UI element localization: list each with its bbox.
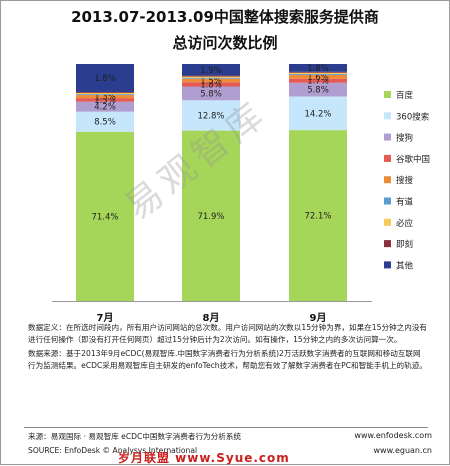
legend-label: 谷歌中国 bbox=[396, 154, 430, 165]
bar-segment-9-1 bbox=[76, 64, 134, 92]
stacked-bar-chart: 71.4%8.5%4.2%1.5%1.3%1.8%7月71.9%12.8%5.8… bbox=[52, 64, 430, 324]
chart-subtitle: 总访问次数比例 bbox=[172, 34, 278, 52]
bar-segment-1-1 bbox=[76, 131, 134, 301]
bar-segment-4-1 bbox=[76, 98, 134, 102]
data-label: 1.7% bbox=[307, 77, 329, 87]
data-label: 14.2% bbox=[304, 109, 331, 119]
data-label: 8.5% bbox=[94, 118, 116, 128]
data-label: 1.9% bbox=[200, 66, 222, 76]
data-label: 1.8% bbox=[200, 80, 222, 90]
data-label: 5.8% bbox=[200, 89, 222, 99]
data-label: 72.1% bbox=[304, 212, 331, 222]
data-label: 71.9% bbox=[197, 212, 224, 222]
data-label: 1.5% bbox=[200, 76, 222, 86]
x-tick-label: 8月 bbox=[203, 312, 220, 324]
bar-segment-3-1 bbox=[76, 101, 134, 112]
data-label: 4.2% bbox=[94, 103, 116, 113]
notes: 数据定义：在所选时间段内，所有用户访问网站的总次数。用户访问网站的次数以15分钟… bbox=[28, 322, 428, 374]
bar-segment-5-2 bbox=[182, 78, 240, 83]
bar-segment-1-3 bbox=[289, 130, 347, 301]
chart-title: 2013.07-2013.09中国整体搜索服务提供商 bbox=[71, 8, 379, 26]
bar-segment-6-1 bbox=[76, 94, 134, 96]
bar-segment-6-2 bbox=[182, 77, 240, 79]
bar-segment-5-1 bbox=[76, 95, 134, 99]
data-label: 1.8% bbox=[307, 64, 329, 74]
bar-segment-7-3 bbox=[289, 72, 347, 74]
bar-segment-3-3 bbox=[289, 82, 347, 97]
bar-segment-4-2 bbox=[182, 82, 240, 87]
legend-label: 搜狗 bbox=[396, 133, 413, 144]
legend-swatch bbox=[384, 91, 391, 98]
note-definition: 数据定义：在所选时间段内，所有用户访问网站的总次数。用户访问网站的次数以15分钟… bbox=[28, 323, 428, 345]
legend-label: 搜搜 bbox=[396, 175, 414, 186]
bar-segment-7-1 bbox=[76, 92, 134, 95]
url-eguan[interactable]: www.eguan.cn bbox=[373, 446, 433, 455]
bar-segment-7-2 bbox=[182, 76, 240, 78]
data-label: 1.8% bbox=[94, 74, 116, 84]
legend-label: 即刻 bbox=[396, 239, 413, 250]
legend-swatch bbox=[384, 133, 391, 141]
bar-segment-9-3 bbox=[289, 64, 347, 72]
data-label: 5.8% bbox=[307, 86, 329, 96]
bar-segment-9-2 bbox=[182, 64, 240, 76]
bar-segment-8-1 bbox=[76, 91, 134, 93]
source-cn: 来源：易观国际 · 易观智库 eCDC中国数字消费者行为分析系统 bbox=[28, 432, 242, 441]
bar-segment-1-2 bbox=[182, 130, 240, 301]
bar-segment-6-3 bbox=[289, 73, 347, 75]
site-stamp: 岁月联盟 www.Syue.com bbox=[118, 451, 290, 465]
data-label: 71.4% bbox=[91, 212, 118, 222]
bar-segment-2-2 bbox=[182, 100, 240, 131]
source-en: SOURCE: EnfoDesk © Analysys Internationa… bbox=[28, 446, 198, 455]
data-label: 1.3% bbox=[94, 93, 116, 103]
bar-segment-3-2 bbox=[182, 86, 240, 101]
legend-swatch bbox=[384, 261, 391, 269]
bar-segment-2-3 bbox=[289, 96, 347, 131]
data-label: 12.8% bbox=[197, 111, 224, 121]
x-tick-label: 9月 bbox=[310, 312, 327, 324]
legend-label: 360搜索 bbox=[396, 111, 429, 122]
note-source: 数据来源：基于2013年9月eCDC(易观智库.中国数字消费者行为分析系统)2万… bbox=[28, 348, 427, 371]
legend-label: 其他 bbox=[396, 260, 414, 271]
data-label: 1.5% bbox=[94, 96, 116, 106]
legend-swatch bbox=[384, 176, 391, 184]
legend-swatch bbox=[384, 197, 391, 205]
legend-label: 有道 bbox=[396, 197, 414, 208]
divider bbox=[24, 427, 428, 428]
legend-swatch bbox=[384, 218, 391, 226]
legend-swatch bbox=[384, 240, 391, 248]
legend-label: 百度 bbox=[396, 90, 414, 101]
url-enfodesk[interactable]: www.enfodesk.com bbox=[354, 431, 432, 440]
bar-segment-2-1 bbox=[76, 111, 134, 132]
bar-segment-4-3 bbox=[289, 78, 347, 83]
bar-segment-5-3 bbox=[289, 74, 347, 79]
legend-swatch bbox=[384, 112, 391, 120]
data-label: 1.6% bbox=[307, 73, 329, 83]
bar-segment-8-3 bbox=[289, 71, 347, 73]
legend-swatch bbox=[384, 154, 391, 162]
legend-label: 必应 bbox=[396, 218, 414, 229]
x-tick-label: 7月 bbox=[97, 312, 114, 324]
bar-segment-8-2 bbox=[182, 75, 240, 77]
